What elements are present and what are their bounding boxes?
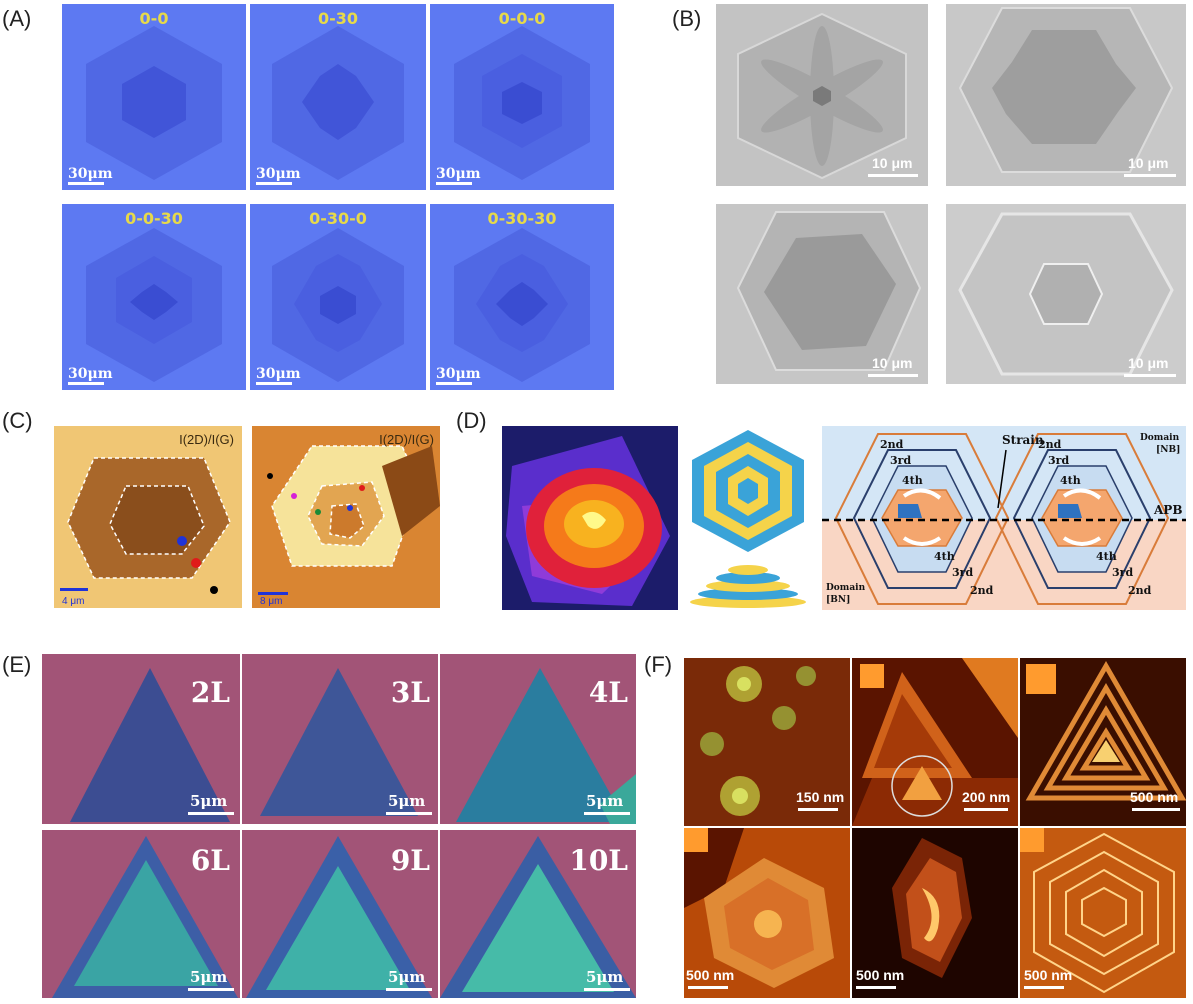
d-domain-nb-2: [NB] — [1156, 445, 1180, 455]
panel-b-tile-2: 10 μm — [946, 4, 1186, 186]
panel-c-tile-2: I(2D)/I(G) 8 μm — [252, 426, 440, 608]
panel-e-tile-2-layer: 3L — [391, 676, 430, 709]
panel-d-atomic-model — [686, 426, 810, 610]
d-apb: APB — [1153, 503, 1182, 517]
d-l3b: 3rd — [1048, 454, 1069, 467]
d-l2b: 2nd — [1038, 438, 1062, 451]
panel-c-tile-1-title: I(2D)/I(G) — [179, 432, 234, 447]
panel-a-tile-4-title: 0-0-30 — [125, 209, 183, 228]
panel-f-tile-2: 200 nm — [852, 658, 1018, 826]
panel-b-tile-3-scale: 10 μm — [872, 355, 912, 371]
panel-a-tile-1: 0-0 30μm — [62, 4, 246, 190]
d-l2d: 2nd — [1128, 584, 1152, 597]
panel-e-tile-1-scale: 5μm — [190, 792, 227, 810]
panel-e-tile-3-scale: 5μm — [586, 792, 623, 810]
panel-e-tile-5-layer: 9L — [391, 844, 430, 877]
panel-b-tile-2-scale: 10 μm — [1128, 155, 1168, 171]
panel-e-tile-6: 10L 5μm — [440, 830, 636, 998]
d-strain: Strain — [1002, 433, 1044, 447]
d-l4c: 4th — [934, 550, 955, 563]
panel-a-tile-2-title: 0-30 — [318, 9, 358, 28]
panel-f-tile-5-scale: 500 nm — [856, 967, 904, 983]
panel-f-tile-1: 150 nm — [684, 658, 850, 826]
panel-f-tile-4-scale: 500 nm — [686, 967, 734, 983]
panel-a-tile-5: 0-30-0 30μm — [250, 204, 426, 390]
panel-b-tile-1: 10 μm — [716, 4, 928, 186]
panel-f-tile-1-scale: 150 nm — [796, 789, 844, 805]
panel-e-tile-6-layer: 10L — [569, 844, 628, 877]
panel-a-tile-1-title: 0-0 — [140, 9, 169, 28]
panel-label-c: (C) — [2, 408, 33, 433]
panel-a-tile-6: 0-30-30 30μm — [430, 204, 614, 390]
panel-label-e: (E) — [2, 652, 32, 677]
panel-e-tile-1: 2L 5μm — [42, 654, 240, 824]
panel-b-tile-3: 10 μm — [716, 204, 928, 384]
panel-f-tile-4: 500 nm — [684, 828, 850, 998]
panel-f-tile-5: 500 nm — [852, 828, 1018, 998]
panel-e-tile-2: 3L 5μm — [242, 654, 438, 824]
panel-a-tile-3: 0-0-0 30μm — [430, 4, 614, 190]
panel-c-tile-1: I(2D)/I(G) 4 μm — [54, 426, 242, 608]
panel-c-tile-1-scale: 4 μm — [62, 596, 84, 607]
panel-b-tile-1-scale: 10 μm — [872, 155, 912, 171]
panel-e-tile-4-layer: 6L — [191, 844, 230, 877]
panel-c-tile-2-title: I(2D)/I(G) — [379, 432, 434, 447]
panel-e-tile-1-layer: 2L — [191, 676, 230, 709]
panel-e-tile-4-scale: 5μm — [190, 968, 227, 986]
panel-e-tile-3-layer: 4L — [589, 676, 628, 709]
panel-e-tile-2-scale: 5μm — [388, 792, 425, 810]
panel-a-tile-6-scale: 30μm — [436, 366, 481, 382]
d-domain-bn-2: [BN] — [826, 595, 850, 605]
panel-f-tile-2-scale: 200 nm — [962, 789, 1010, 805]
panel-label-f: (F) — [644, 652, 673, 677]
panel-e-tile-3: 4L 5μm — [440, 654, 636, 824]
panel-b-tile-4: 10 μm — [946, 204, 1186, 384]
panel-e-tile-5: 9L 5μm — [242, 830, 438, 998]
panel-e-tile-5-scale: 5μm — [388, 968, 425, 986]
d-domain-bn-1: Domain — [826, 583, 866, 593]
panel-label-d: (D) — [456, 408, 487, 433]
panel-f-tile-3: 500 nm — [1020, 658, 1186, 826]
panel-e-tile-6-scale: 5μm — [586, 968, 623, 986]
panel-a-tile-1-scale: 30μm — [68, 166, 113, 182]
d-domain-nb-1: Domain — [1140, 433, 1180, 443]
panel-d-spiral-image — [502, 426, 678, 610]
panel-a-tile-3-title: 0-0-0 — [499, 9, 546, 28]
d-l4d: 4th — [1096, 550, 1117, 563]
panel-label-a: (A) — [2, 6, 32, 31]
d-l4a: 4th — [902, 474, 923, 487]
d-l2c: 2nd — [970, 584, 994, 597]
d-l3d: 3rd — [1112, 566, 1133, 579]
panel-f-tile-6-scale: 500 nm — [1024, 967, 1072, 983]
d-l3a: 3rd — [890, 454, 911, 467]
d-l4b: 4th — [1060, 474, 1081, 487]
panel-f-tile-6: 500 nm — [1020, 828, 1186, 998]
panel-label-b: (B) — [672, 6, 702, 31]
panel-b-tile-4-scale: 10 μm — [1128, 355, 1168, 371]
panel-a-tile-4: 0-0-30 30μm — [62, 204, 246, 390]
d-l2a: 2nd — [880, 438, 904, 451]
panel-a-tile-6-title: 0-30-30 — [488, 209, 557, 228]
panel-c-tile-2-scale: 8 μm — [260, 596, 282, 607]
panel-a-tile-5-scale: 30μm — [256, 366, 301, 382]
panel-a-tile-4-scale: 30μm — [68, 366, 113, 382]
panel-e-tile-4: 6L 5μm — [42, 830, 240, 998]
panel-a-tile-2: 0-30 30μm — [250, 4, 426, 190]
panel-f-tile-3-scale: 500 nm — [1130, 789, 1178, 805]
panel-a-tile-5-title: 0-30-0 — [309, 209, 367, 228]
panel-a-tile-2-scale: 30μm — [256, 166, 301, 182]
panel-d-diagram: Strain APB Domain [NB] Domain [BN] 2nd 3… — [822, 426, 1186, 610]
panel-a-tile-3-scale: 30μm — [436, 166, 481, 182]
d-l3c: 3rd — [952, 566, 973, 579]
